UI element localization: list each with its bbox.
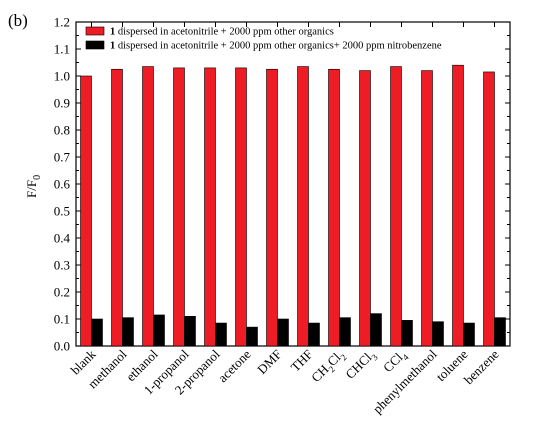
bar-with-nitrobenzene [308, 322, 320, 347]
y-axis-label-sub: 0 [32, 175, 43, 180]
bar-other-organics [80, 75, 92, 347]
bar-with-nitrobenzene [494, 317, 506, 347]
bar-with-nitrobenzene [184, 315, 196, 347]
bar-other-organics [142, 66, 154, 347]
x-tick-label-part: 3 [369, 352, 380, 363]
y-tick-label: 0.0 [54, 339, 70, 354]
bar-with-nitrobenzene [215, 322, 227, 347]
y-axis-label-main: F/F [24, 180, 39, 198]
y-tick-label: 0.7 [54, 150, 71, 165]
bar-with-nitrobenzene [432, 321, 444, 347]
legend-label-text: dispersed in acetonitrile + 2000 ppm oth… [115, 27, 334, 38]
x-tick-label-part: 4 [400, 352, 411, 363]
x-tick-label: acetone [215, 346, 254, 385]
y-tick-label: 1.1 [54, 42, 70, 57]
panel-label: (b) [8, 11, 28, 30]
plot-frame [75, 21, 511, 347]
bar-other-organics [483, 71, 495, 347]
x-tick-label-part: 2 [327, 364, 337, 374]
legend-label-text: dispersed in acetonitrile + 2000 ppm oth… [115, 41, 442, 52]
x-tick-label-part: DMF [254, 347, 285, 378]
bar-other-organics [452, 64, 464, 347]
legend-label-compound: 1 [110, 27, 115, 38]
y-tick-label: 0.1 [54, 312, 70, 327]
bar-with-nitrobenzene [401, 320, 413, 347]
bar-other-organics [390, 66, 402, 347]
bar-other-organics [328, 68, 340, 347]
y-tick-label: 0.9 [54, 96, 70, 111]
y-tick-label: 0.6 [54, 177, 71, 192]
bar-other-organics [297, 66, 309, 347]
bar-other-organics [266, 68, 278, 347]
legend-label: 1 dispersed in acetonitrile + 2000 ppm o… [110, 41, 442, 52]
x-tick-label: CHCl3 [342, 346, 380, 384]
y-axis-label: F/F0 [24, 175, 43, 198]
y-tick-label: 1.0 [54, 69, 70, 84]
x-tick-label: DMF [254, 347, 285, 378]
bar-with-nitrobenzene [277, 318, 289, 347]
y-tick-label: 0.8 [54, 123, 70, 138]
y-tick-label: 0.4 [54, 231, 71, 246]
bar-other-organics [359, 70, 371, 347]
bar-other-organics [173, 67, 185, 347]
legend-label-compound: 1 [110, 41, 115, 52]
bar-other-organics [421, 70, 433, 347]
bar-other-organics [204, 67, 216, 347]
legend-swatch [85, 40, 105, 50]
y-tick-label: 0.2 [54, 285, 70, 300]
bar-with-nitrobenzene [91, 318, 103, 347]
bar-with-nitrobenzene [246, 326, 258, 347]
bar-other-organics [235, 67, 247, 347]
bar-with-nitrobenzene [370, 313, 382, 347]
x-tick-label-part: acetone [215, 346, 254, 385]
bar-with-nitrobenzene [463, 322, 475, 347]
bar-with-nitrobenzene [153, 314, 165, 347]
bar-other-organics [111, 68, 123, 347]
y-tick-label: 0.3 [54, 258, 70, 273]
legend-label: 1 dispersed in acetonitrile + 2000 ppm o… [110, 27, 334, 38]
y-tick-label: 1.2 [54, 15, 70, 30]
plot-area: 0.0 0.1 0.2 0.3 0.4 0.5 0.6 0.7 0.8 0.9 1.0 1.1 1.2 F… [24, 15, 511, 416]
y-tick-label: 0.5 [54, 204, 70, 219]
x-tick-label: benzene [461, 346, 502, 387]
x-tick-label: CH2Cl2 [308, 347, 349, 388]
legend-swatch [85, 26, 105, 36]
x-tick-label-part: benzene [461, 346, 502, 387]
bar-with-nitrobenzene [122, 317, 134, 347]
x-tick-label-part: 2 [338, 352, 348, 362]
bar-with-nitrobenzene [339, 317, 351, 347]
